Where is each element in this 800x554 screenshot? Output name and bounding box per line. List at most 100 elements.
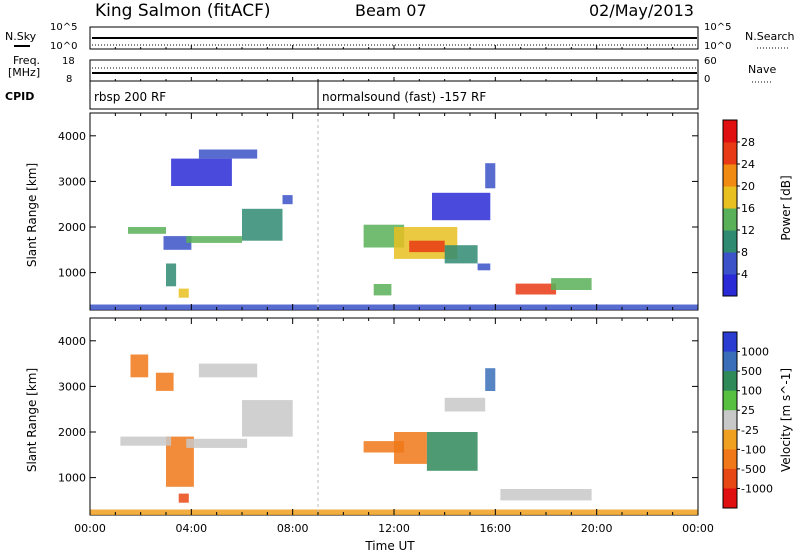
velocity-colorbar-title: Velocity [m s^-1] bbox=[779, 368, 793, 472]
velocity-colorbar-cell bbox=[723, 332, 737, 353]
power-data-region bbox=[477, 263, 491, 271]
power-colorbar-label: 28 bbox=[741, 136, 755, 149]
velocity-colorbar-cell bbox=[723, 468, 737, 489]
velocity-colorbar-cell bbox=[723, 371, 737, 392]
power-colorbar-cell bbox=[723, 274, 737, 297]
nave-label: Nave bbox=[748, 63, 776, 76]
xtick-label: 08:00 bbox=[277, 522, 309, 535]
nsky-tick-bottom: 10^0 bbox=[50, 41, 77, 52]
velocity-colorbar-cell bbox=[723, 351, 737, 372]
xtick-label: 00:00 bbox=[682, 522, 714, 535]
power-colorbar-label: 4 bbox=[741, 268, 748, 281]
velocity-ytick-label: 2000 bbox=[58, 426, 86, 439]
cpid-segments: rbsp 200 RF normalsound (fast) -157 RF bbox=[89, 45, 699, 109]
power-colorbar-label: 24 bbox=[741, 158, 755, 171]
power-colorbar-label: 12 bbox=[741, 224, 755, 237]
power-data-region bbox=[515, 283, 557, 295]
power-data-region bbox=[373, 284, 392, 296]
velocity-colorbar-label: 1000 bbox=[741, 346, 769, 359]
velocity-ytick-label: 3000 bbox=[58, 380, 86, 393]
nave-tick-bottom: 0 bbox=[704, 74, 710, 85]
xtick-label: 20:00 bbox=[581, 522, 613, 535]
cpid-label: CPID bbox=[5, 90, 34, 103]
cpid-segment-label: rbsp 200 RF bbox=[94, 90, 166, 104]
power-data-region bbox=[128, 227, 166, 234]
xtick-label: 04:00 bbox=[175, 522, 207, 535]
power-colorbar-cell bbox=[723, 186, 737, 209]
velocity-ytick-label: 4000 bbox=[58, 335, 86, 348]
velocity-colorbar-frame bbox=[722, 331, 738, 509]
power-colorbar: 4 8 12 16 20 24 28 Power [dB] bbox=[722, 119, 793, 297]
freq-tick-bottom: 8 bbox=[66, 74, 72, 85]
power-colorbar-cell bbox=[723, 208, 737, 231]
power-data-region bbox=[432, 192, 491, 221]
velocity-colorbar-label: -1000 bbox=[741, 482, 773, 495]
velocity-colorbar-label: -100 bbox=[741, 443, 766, 456]
xtick-label: 16:00 bbox=[479, 522, 511, 535]
freq-tick-top: 18 bbox=[62, 56, 75, 67]
power-colorbar-label: 8 bbox=[741, 246, 748, 259]
velocity-data-region bbox=[426, 432, 478, 471]
velocity-data-region bbox=[242, 400, 293, 437]
freq-label-unit: [MHz] bbox=[8, 66, 40, 79]
velocity-data-region bbox=[178, 493, 189, 503]
nave-tick-top: 60 bbox=[704, 56, 717, 67]
power-data-region bbox=[178, 288, 189, 298]
nsearch-tick-bottom: 10^0 bbox=[704, 41, 731, 52]
nsky-tick-top: 10^5 bbox=[50, 22, 77, 33]
power-ytick-label: 4000 bbox=[58, 130, 86, 143]
power-colorbar-cell bbox=[723, 120, 737, 143]
velocity-colorbar-label: 100 bbox=[741, 385, 762, 398]
xtick-label: 00:00 bbox=[74, 522, 106, 535]
power-data-region bbox=[171, 158, 232, 186]
velocity-data-region bbox=[500, 489, 592, 501]
velocity-colorbar-cell bbox=[723, 429, 737, 450]
velocity-panel: 1000 2000 3000 4000 00:00 04:00 08:00 12:00 16:0… bbox=[58, 317, 714, 535]
velocity-data-region bbox=[394, 432, 427, 464]
power-data-region bbox=[186, 236, 242, 243]
velocity-data-region bbox=[186, 438, 248, 448]
power-data-region bbox=[485, 163, 496, 189]
velocity-data-region bbox=[198, 363, 258, 378]
power-colorbar-label: 20 bbox=[741, 180, 755, 193]
nsky-label: N.Sky bbox=[5, 30, 37, 43]
nsearch-tick-top: 10^5 bbox=[704, 22, 731, 33]
station-title: King Salmon (fitACF) bbox=[95, 1, 271, 21]
power-panel: 1000 2000 3000 4000 bbox=[58, 112, 699, 311]
power-ytick-label: 1000 bbox=[58, 267, 86, 280]
power-data-region bbox=[363, 224, 405, 248]
x-axis-label: Time UT bbox=[364, 539, 415, 553]
power-data-region bbox=[242, 208, 283, 241]
velocity-ylabel: Slant Range [km] bbox=[25, 368, 39, 472]
velocity-colorbar-cell bbox=[723, 410, 737, 431]
date-title: 02/May/2013 bbox=[589, 1, 694, 20]
nsearch-label: N.Search bbox=[745, 30, 795, 43]
power-data-region bbox=[163, 236, 192, 250]
power-ytick-label: 3000 bbox=[58, 175, 86, 188]
power-colorbar-cell bbox=[723, 164, 737, 187]
power-plot-frame bbox=[89, 112, 699, 311]
velocity-colorbar-cell bbox=[723, 390, 737, 411]
power-data-region bbox=[282, 195, 293, 205]
cpid-segment-label: normalsound (fast) -157 RF bbox=[322, 90, 486, 104]
power-colorbar-cell bbox=[723, 230, 737, 253]
velocity-colorbar-cell bbox=[723, 449, 737, 470]
power-data-region bbox=[551, 278, 592, 290]
power-data-region bbox=[198, 149, 258, 159]
velocity-colorbar-label: 25 bbox=[741, 404, 755, 417]
power-data-region bbox=[166, 263, 177, 287]
velocity-ytick-label: 1000 bbox=[58, 472, 86, 485]
velocity-colorbar-label: 500 bbox=[741, 365, 762, 378]
velocity-data-region bbox=[155, 372, 174, 391]
velocity-colorbar: 1000 500 100 25 -25 -100 -500 -1000 Velocity [m … bbox=[722, 331, 793, 509]
power-colorbar-cell bbox=[723, 142, 737, 165]
power-ytick-label: 2000 bbox=[58, 221, 86, 234]
power-colorbar-label: 16 bbox=[741, 202, 755, 215]
beam-title: Beam 07 bbox=[355, 1, 427, 20]
xtick-label: 12:00 bbox=[378, 522, 410, 535]
velocity-data-region bbox=[130, 354, 149, 378]
velocity-data-region bbox=[120, 436, 172, 446]
velocity-colorbar-cell bbox=[723, 488, 737, 509]
power-data-region bbox=[409, 240, 445, 253]
